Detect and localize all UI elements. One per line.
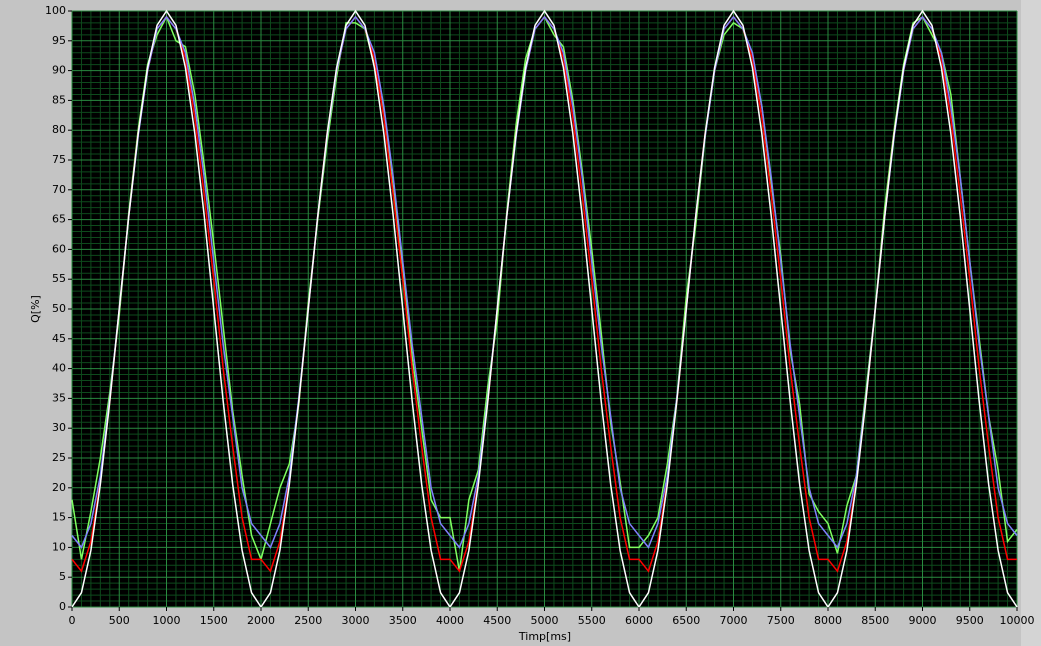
frame-edge (1021, 0, 1041, 646)
y-tick-label: 45 (52, 332, 66, 345)
x-axis-label: Timp[ms] (518, 630, 571, 643)
y-axis-label: Q[%] (29, 295, 42, 323)
x-tick-label: 9500 (956, 614, 984, 627)
y-tick-label: 50 (52, 302, 66, 315)
x-tick-label: 7000 (720, 614, 748, 627)
y-tick-label: 10 (52, 540, 66, 553)
y-tick-label: 55 (52, 272, 66, 285)
x-tick-label: 2000 (247, 614, 275, 627)
x-tick-label: 2500 (294, 614, 322, 627)
y-tick-label: 80 (52, 123, 66, 136)
y-tick-label: 70 (52, 183, 66, 196)
y-tick-label: 5 (59, 570, 66, 583)
y-tick-label: 65 (52, 213, 66, 226)
y-tick-label: 95 (52, 34, 66, 47)
grid (71, 10, 1018, 608)
x-tick-label: 0 (69, 614, 76, 627)
y-tick-label: 40 (52, 362, 66, 375)
y-tick-label: 100 (45, 4, 66, 17)
series-line (71, 9, 1018, 609)
x-tick-label: 1000 (153, 614, 181, 627)
y-tick-label: 60 (52, 242, 66, 255)
y-tick-label: 20 (52, 481, 66, 494)
y-tick-label: 90 (52, 64, 66, 77)
y-tick-label: 35 (52, 391, 66, 404)
x-tick-label: 5500 (578, 614, 606, 627)
x-tick-label: 500 (109, 614, 130, 627)
y-tick-label: 0 (59, 600, 66, 613)
x-tick-label: 4000 (436, 614, 464, 627)
y-tick-label: 25 (52, 451, 66, 464)
x-tick-label: 8500 (861, 614, 889, 627)
x-tick-label: 10000 (1000, 614, 1035, 627)
x-tick-label: 9000 (909, 614, 937, 627)
x-tick-label: 6500 (672, 614, 700, 627)
y-tick-label: 15 (52, 511, 66, 524)
x-tick-label: 5000 (531, 614, 559, 627)
x-tick-label: 4500 (483, 614, 511, 627)
y-tick-label: 75 (52, 153, 66, 166)
y-tick-label: 85 (52, 93, 66, 106)
x-tick-label: 8000 (814, 614, 842, 627)
x-tick-label: 3000 (342, 614, 370, 627)
y-tick-label: 30 (52, 421, 66, 434)
x-tick-label: 3500 (389, 614, 417, 627)
ticks: 0 500 1000 1500 2000 2500 3000 3500 4000 4500 5000… (45, 4, 1035, 627)
x-tick-label: 6000 (625, 614, 653, 627)
lines (71, 9, 1018, 609)
x-tick-label: 1500 (200, 614, 228, 627)
x-tick-label: 7500 (767, 614, 795, 627)
